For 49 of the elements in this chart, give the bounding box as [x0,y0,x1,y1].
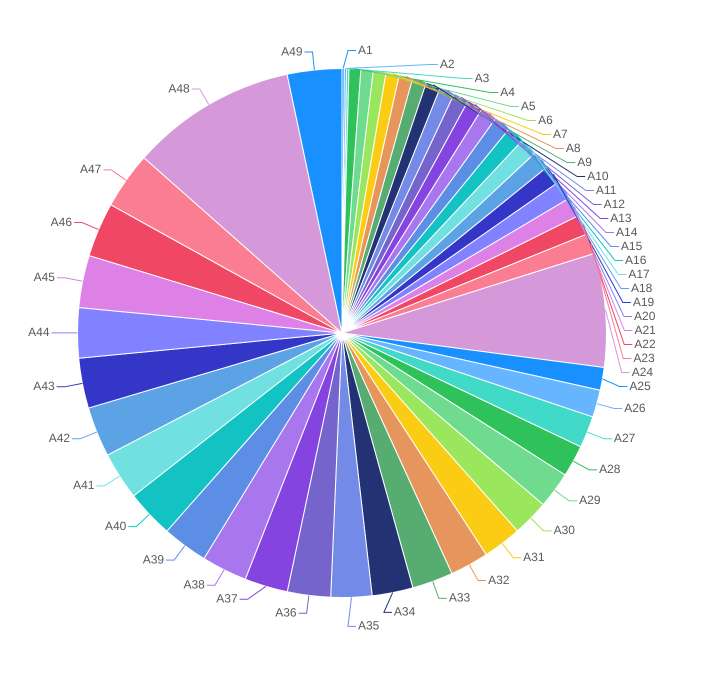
slice-label: A14 [616,224,638,239]
slice-label: A25 [629,378,652,393]
slice-label: A2 [440,56,455,71]
slice-label: A16 [625,252,647,267]
slice-label: A49 [281,44,303,58]
slice-label: A31 [523,550,545,564]
slice-label: A6 [538,112,554,127]
slice-label: A42 [48,431,70,446]
slice-label: A17 [628,266,650,281]
slice-label: A18 [630,280,653,295]
slice-label: A13 [610,210,632,225]
slice-label: A40 [104,518,127,533]
slice-label: A8 [566,140,581,155]
slice-label: A47 [80,162,102,176]
slice-label: A11 [596,182,617,197]
slice-label: A43 [33,379,55,394]
slice-label: A34 [394,604,416,619]
slice-label: A10 [587,168,609,183]
slice-label: A33 [448,590,471,605]
slice-label: A19 [632,294,655,309]
slice-label: A7 [553,126,568,141]
slice-label: A5 [520,98,536,113]
slice-label: A26 [624,400,646,415]
slice-label: A21 [634,322,656,337]
slice-label: A39 [142,552,164,566]
slice-label: A41 [73,478,95,492]
slice-label: A4 [500,84,516,99]
slice-label: A15 [620,238,643,253]
slice-label: A44 [28,325,50,340]
slice-label: A28 [599,462,621,476]
slice-label: A48 [168,81,190,96]
slice-label: A3 [474,70,490,85]
slice-label: A20 [634,308,656,323]
slice-label: A22 [634,336,656,351]
slice-label: A1 [358,42,374,57]
slice-label: A27 [614,431,636,446]
slice-label: A24 [632,364,654,379]
slice-label: A35 [358,618,380,633]
slice-label: A32 [488,572,510,587]
slice-label: A9 [577,154,592,169]
slice-label: A45 [34,270,56,284]
slice-label: A36 [275,606,297,620]
slice-label: A46 [50,214,72,229]
slice-label: A37 [216,592,238,606]
slice-label: A30 [554,523,576,538]
slice-label: A12 [604,196,626,211]
slice-label: A23 [633,350,656,365]
slice-label: A38 [184,578,206,592]
slice-label: A29 [579,493,601,508]
